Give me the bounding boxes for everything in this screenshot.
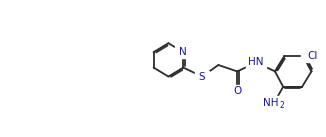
Bar [175,46,191,58]
Text: 2: 2 [279,101,284,110]
Text: HN: HN [248,57,264,67]
Text: S: S [199,72,205,82]
Text: NH: NH [263,99,278,109]
Bar [302,49,323,62]
Bar [260,96,288,110]
Bar [195,71,209,82]
Bar [230,85,244,97]
Text: N: N [179,47,187,57]
Text: Cl: Cl [307,51,318,61]
Text: O: O [233,86,241,96]
Bar [246,54,266,68]
